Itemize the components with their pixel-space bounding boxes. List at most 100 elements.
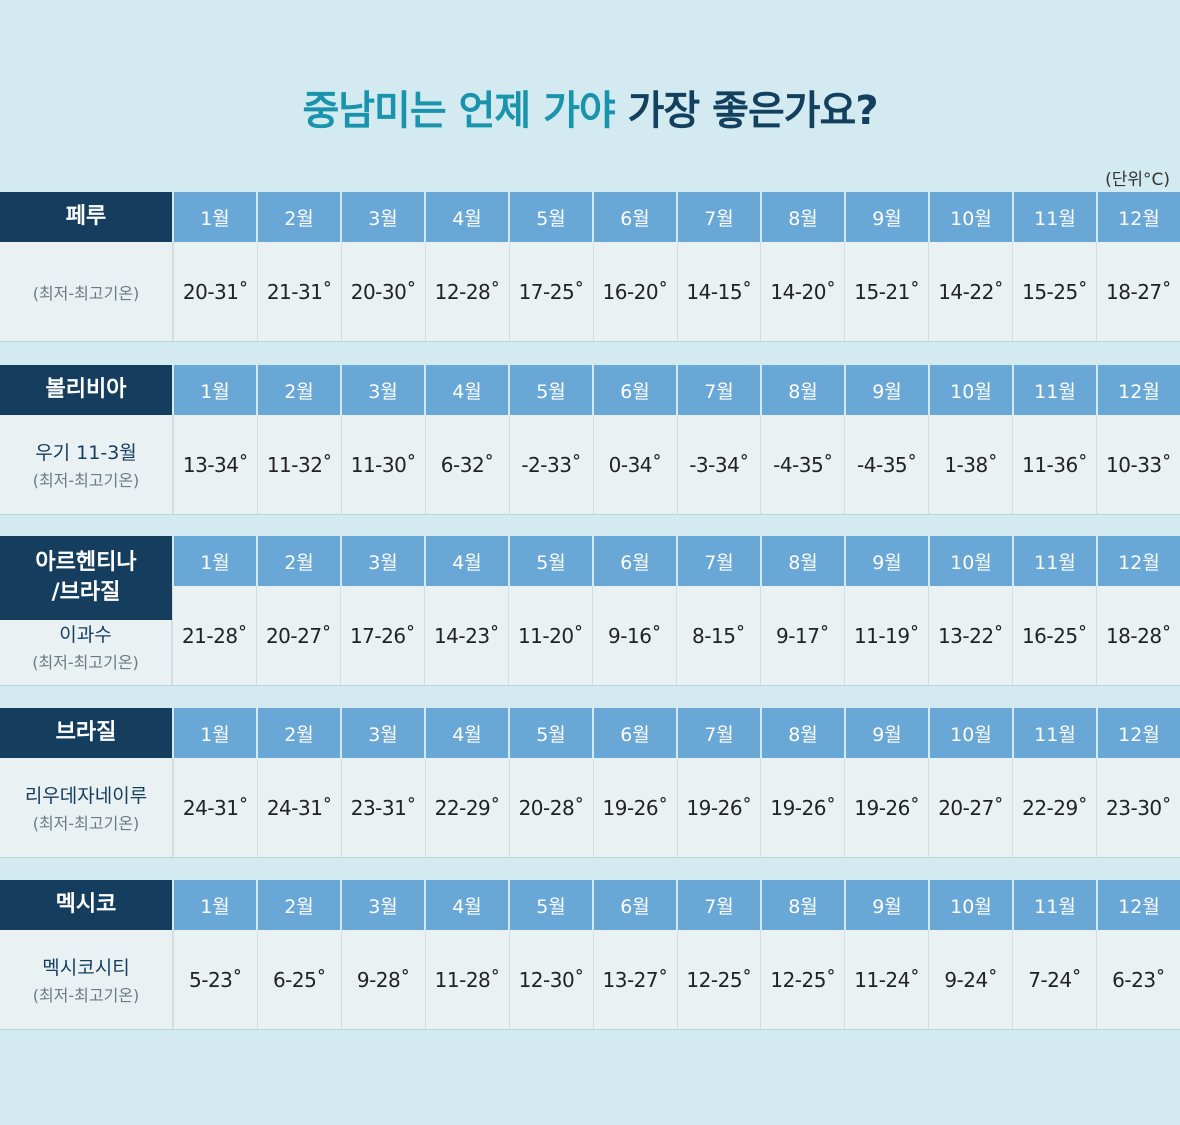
month-header: 5월 [508, 880, 592, 930]
temp-cell: 12-28˚ [424, 242, 509, 341]
place-name: 우기 11-3월 [35, 442, 137, 464]
month-header: 11월 [1012, 880, 1096, 930]
country-name: 볼리비아 [0, 365, 172, 415]
unit-label: (단위°C) [1105, 170, 1170, 190]
row-label: 리우데자네이루 (최저-최고기온) [0, 758, 173, 857]
argentina-header-row: 1월 2월 3월 4월 5월 6월 7월 8월 9월 10월 11월 12월 [172, 536, 1180, 586]
temp-cell: 20-27˚ [928, 758, 1012, 857]
temp-cell: 21-31˚ [256, 242, 341, 341]
mexico-table: 멕시코 1월 2월 3월 4월 5월 6월 7월 8월 9월 10월 11월 1… [0, 880, 1180, 1030]
month-header: 10월 [928, 192, 1012, 242]
temp-cell: 11-20˚ [508, 586, 592, 685]
month-header: 7월 [676, 708, 760, 758]
temp-cell: 14-15˚ [676, 242, 761, 341]
month-header: 11월 [1012, 536, 1096, 586]
temp-cell: -4-35˚ [844, 415, 928, 514]
temp-cell: 18-28˚ [1096, 586, 1180, 685]
temp-cell: -4-35˚ [760, 415, 844, 514]
month-header: 9월 [844, 880, 928, 930]
month-header: 6월 [592, 708, 676, 758]
temp-cell: 6-25˚ [256, 930, 341, 1029]
month-header: 2월 [256, 365, 340, 415]
place-name: 멕시코시티 [42, 957, 130, 979]
temp-cell: 1-38˚ [928, 415, 1012, 514]
month-header: 1월 [172, 192, 256, 242]
month-header: 11월 [1012, 365, 1096, 415]
argentina-table: 이과수 (최저-최고기온) 21-28˚ 20-27˚ 17-26˚ 14-23… [0, 536, 1180, 686]
month-header: 5월 [508, 536, 592, 586]
month-header: 10월 [928, 880, 1012, 930]
month-header: 5월 [508, 192, 592, 242]
temp-cell: 9-17˚ [760, 586, 844, 685]
month-header: 8월 [760, 880, 844, 930]
title-rest: 가장 좋은가요? [614, 88, 879, 134]
temp-range-label: (최저-최고기온) [32, 471, 140, 490]
temp-cell: 13-22˚ [928, 586, 1012, 685]
temp-cell: 18-27˚ [1096, 242, 1180, 341]
peru-data-row: (최저-최고기온) 20-31˚ 21-31˚ 20-30˚ 12-28˚ 17… [0, 242, 1180, 342]
temp-cell: 7-24˚ [1012, 930, 1096, 1029]
row-label: 멕시코시티 (최저-최고기온) [0, 930, 173, 1029]
month-header: 7월 [676, 192, 760, 242]
month-header: 9월 [844, 708, 928, 758]
temp-cell: 11-36˚ [1012, 415, 1096, 514]
temp-cell: -2-33˚ [508, 415, 593, 514]
temp-cell: 22-29˚ [1012, 758, 1096, 857]
temp-cell: 11-32˚ [256, 415, 341, 514]
month-header: 11월 [1012, 708, 1096, 758]
temp-cell: 9-28˚ [340, 930, 425, 1029]
brazil-table: 브라질 1월 2월 3월 4월 5월 6월 7월 8월 9월 10월 11월 1… [0, 708, 1180, 858]
month-header: 2월 [256, 880, 340, 930]
month-header: 12월 [1096, 192, 1180, 242]
month-header: 9월 [844, 365, 928, 415]
temp-cell: 22-29˚ [424, 758, 509, 857]
month-header: 1월 [172, 536, 256, 586]
temp-cell: 12-30˚ [508, 930, 593, 1029]
month-header: 4월 [424, 536, 508, 586]
country-name: 멕시코 [0, 880, 172, 930]
temp-range-label: (최저-최고기온) [32, 283, 140, 303]
temp-cell: 20-31˚ [173, 242, 257, 341]
month-header: 7월 [676, 365, 760, 415]
month-header: 10월 [928, 365, 1012, 415]
month-header: 4월 [424, 192, 508, 242]
brazil-header-row: 브라질 1월 2월 3월 4월 5월 6월 7월 8월 9월 10월 11월 1… [0, 708, 1180, 758]
month-header: 4월 [424, 880, 508, 930]
page-title: 중남미는 언제 가야 가장 좋은가요? [0, 78, 1180, 136]
month-header: 5월 [508, 708, 592, 758]
month-header: 9월 [844, 536, 928, 586]
temp-cell: 24-31˚ [173, 758, 257, 857]
month-header: 8월 [760, 192, 844, 242]
title-highlight: 중남미는 언제 가야 [302, 88, 615, 134]
peru-header-row: 페루 1월 2월 3월 4월 5월 6월 7월 8월 9월 10월 11월 12… [0, 192, 1180, 242]
month-header: 1월 [172, 708, 256, 758]
month-header: 2월 [256, 192, 340, 242]
temp-cell: 16-20˚ [592, 242, 677, 341]
temp-cell: 23-30˚ [1096, 758, 1180, 857]
argentina-data-row: 이과수 (최저-최고기온) 21-28˚ 20-27˚ 17-26˚ 14-23… [0, 586, 1180, 686]
temp-cell: 5-23˚ [173, 930, 257, 1029]
month-header: 12월 [1096, 880, 1180, 930]
temp-cell: 6-32˚ [424, 415, 509, 514]
temp-cell: 20-28˚ [508, 758, 593, 857]
temp-cell: 11-28˚ [424, 930, 509, 1029]
month-header: 10월 [928, 536, 1012, 586]
temp-range-label: (최저-최고기온) [32, 653, 139, 672]
month-header: 1월 [172, 365, 256, 415]
temp-cell: 19-26˚ [592, 758, 677, 857]
month-header: 11월 [1012, 192, 1096, 242]
temp-cell: 19-26˚ [676, 758, 761, 857]
temp-cell: 16-25˚ [1012, 586, 1096, 685]
temp-cell: 0-34˚ [592, 415, 677, 514]
temp-cell: 11-19˚ [844, 586, 928, 685]
temp-cell: 24-31˚ [256, 758, 341, 857]
month-header: 8월 [760, 708, 844, 758]
temp-cell: 11-30˚ [340, 415, 425, 514]
temp-cell: 23-31˚ [340, 758, 425, 857]
month-header: 4월 [424, 708, 508, 758]
month-header: 3월 [340, 536, 424, 586]
temp-range-label: (최저-최고기온) [32, 986, 140, 1005]
month-header: 7월 [676, 880, 760, 930]
mexico-data-row: 멕시코시티 (최저-최고기온) 5-23˚ 6-25˚ 9-28˚ 11-28˚… [0, 930, 1180, 1030]
month-header: 6월 [592, 880, 676, 930]
